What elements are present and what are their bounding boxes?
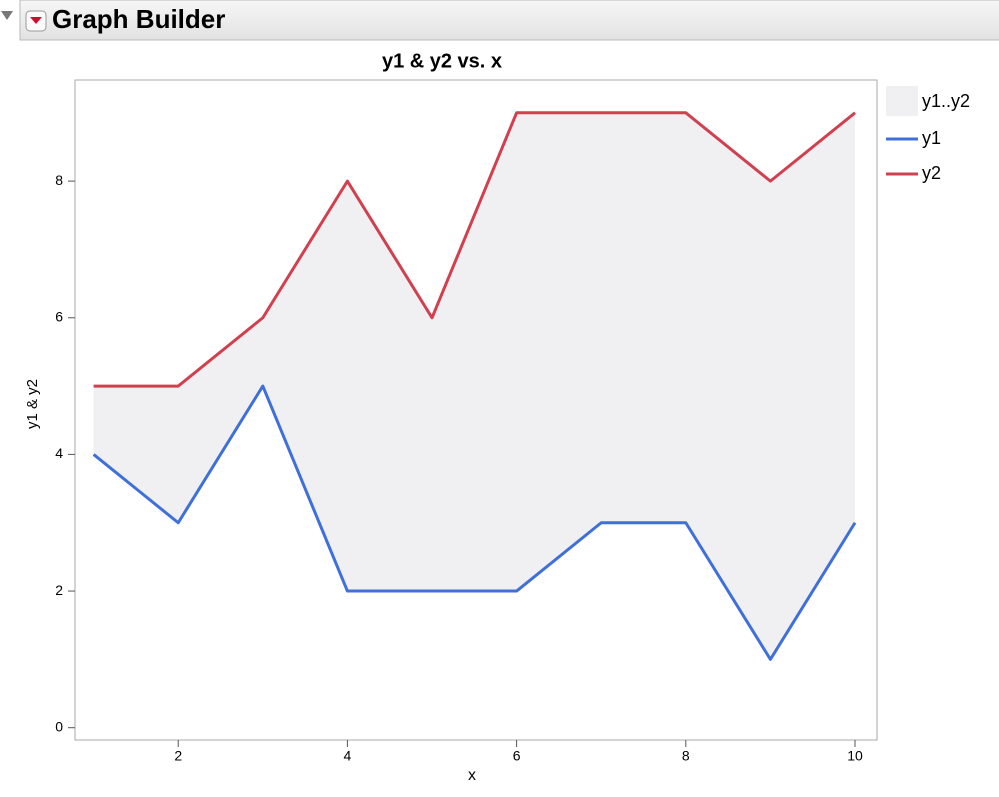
disclosure-triangle[interactable] [1, 11, 13, 20]
series-line [93, 111, 856, 388]
y-tick-label: 0 [55, 718, 63, 734]
menu-icon [30, 17, 42, 24]
x-axis-label: x [468, 767, 476, 784]
y-tick-label: 2 [55, 582, 63, 598]
x-tick-label: 4 [344, 748, 352, 764]
y-tick-label: 6 [55, 308, 63, 324]
chart-title: y1 & y2 vs. x [382, 50, 502, 72]
x-tick-label: 6 [513, 748, 521, 764]
y-axis-label: y1 & y2 [24, 379, 41, 429]
header-title: Graph Builder [52, 4, 225, 34]
y-tick-label: 8 [55, 172, 63, 188]
legend-label: y2 [922, 163, 941, 183]
legend-swatch [886, 86, 918, 116]
header-bar [19, 0, 999, 41]
x-tick-label: 2 [174, 748, 182, 764]
legend-label: y1 [922, 128, 941, 148]
x-tick-label: 8 [682, 748, 690, 764]
x-tick-label: 10 [847, 748, 863, 764]
legend-label: y1..y2 [922, 91, 970, 111]
y-tick-label: 4 [55, 445, 63, 461]
series-line [92, 384, 857, 661]
